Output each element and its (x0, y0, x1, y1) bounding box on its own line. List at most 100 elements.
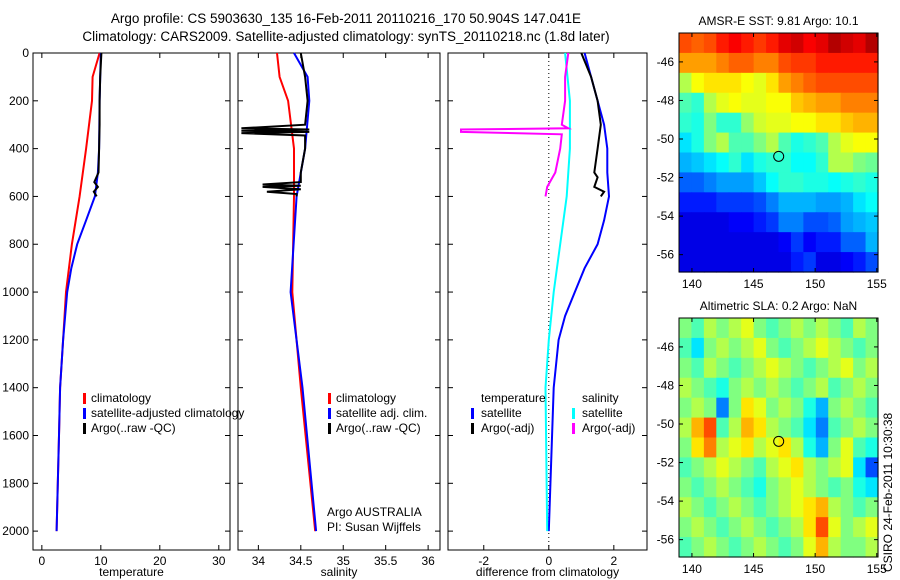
series-line-temperature-argo-adj- (580, 52, 606, 197)
map-cell (716, 52, 730, 74)
map-cell (703, 417, 717, 439)
map-cell (741, 52, 755, 74)
map-cell (778, 457, 792, 478)
series-line-climatology (55, 52, 101, 532)
map-cell (778, 337, 792, 359)
map-cell (840, 132, 854, 154)
map-cell (865, 112, 879, 134)
map-cell (741, 252, 755, 273)
map-cell (815, 72, 829, 94)
map-cell (766, 232, 780, 253)
map-cell (778, 517, 792, 538)
legend-swatch (328, 423, 331, 434)
map-cell (853, 232, 867, 253)
map-cell (790, 417, 804, 439)
map-cell (766, 72, 780, 94)
map-cell (728, 152, 742, 174)
map-cell (828, 537, 842, 558)
map-cell (766, 397, 780, 419)
map-cell (865, 252, 879, 273)
map-cell (679, 72, 693, 94)
map-cell (778, 132, 792, 154)
map-cell (828, 52, 842, 74)
map-cell (703, 232, 717, 253)
map-title: AMSR-E SST: 9.81 Argo: 10.1 (698, 14, 858, 28)
x-tick-label: 140 (682, 562, 702, 576)
map-cell (853, 92, 867, 114)
map-cell (753, 337, 767, 359)
map-cell (803, 377, 817, 399)
map-cell (840, 337, 854, 359)
map-cell (753, 112, 767, 134)
map-cell (840, 457, 854, 478)
map-cell (790, 172, 804, 193)
map-cell (741, 417, 755, 439)
y-tick-label: -48 (657, 378, 675, 392)
map-cell (865, 318, 879, 339)
map-cell (803, 212, 817, 233)
map-cell (865, 232, 879, 253)
map-cell (703, 497, 717, 518)
map-cell (679, 357, 693, 379)
map-cell (716, 377, 730, 399)
map-frame-sst_map (678, 32, 879, 273)
map-cell (716, 397, 730, 419)
map-cell (728, 517, 742, 538)
y-tick-label: 400 (9, 142, 29, 156)
y-tick-label: 200 (9, 94, 29, 108)
map-cell (766, 52, 780, 74)
map-cell (691, 318, 705, 339)
map-cell (865, 152, 879, 174)
map-cell (778, 318, 792, 339)
map-cell (865, 437, 879, 459)
plot-frame-difference (447, 52, 648, 551)
map-cell (679, 33, 693, 54)
legend-entry: Argo(..raw -QC) (91, 421, 176, 435)
series-line-argo-raw-qc- (241, 52, 310, 197)
map-cell (803, 497, 817, 518)
map-cell (703, 112, 717, 134)
map-cell (803, 437, 817, 459)
map-cell (741, 357, 755, 379)
map-cell (865, 497, 879, 518)
map-cell (790, 337, 804, 359)
map-cell (728, 132, 742, 154)
map-cell (803, 92, 817, 114)
map-cell (815, 172, 829, 193)
y-tick-label: 1400 (2, 381, 29, 395)
map-cell (741, 517, 755, 538)
map-cell (790, 212, 804, 233)
map-cell (703, 192, 717, 213)
map-cell (853, 318, 867, 339)
map-cell (766, 417, 780, 439)
map-cell (691, 517, 705, 538)
legend-swatch (83, 393, 86, 404)
figure-title-line1: Argo profile: CS 5903630_135 16-Feb-2011… (111, 11, 581, 26)
map-cell (679, 377, 693, 399)
map-cell (815, 417, 829, 439)
map-cell (853, 477, 867, 498)
x-tick-label: 10 (94, 554, 108, 568)
y-tick-label: 1000 (2, 285, 29, 299)
map-cell (815, 52, 829, 74)
y-tick-label: -54 (657, 494, 675, 508)
map-cell (778, 112, 792, 134)
map-cell (828, 132, 842, 154)
map-cell (815, 252, 829, 273)
map-cell (728, 437, 742, 459)
map-cell (753, 152, 767, 174)
map-cell (679, 132, 693, 154)
map-cell (679, 212, 693, 233)
y-tick-label: 2000 (2, 524, 29, 538)
x-tick-label: 20 (153, 554, 167, 568)
map-cell (691, 357, 705, 379)
map-cell (828, 152, 842, 174)
x-tick-label: -2 (478, 554, 489, 568)
map-cell (790, 72, 804, 94)
map-cell (840, 377, 854, 399)
map-cell (828, 92, 842, 114)
map-cell (703, 537, 717, 558)
map-cell (840, 33, 854, 54)
argo-position-marker (773, 435, 785, 447)
map-cell (716, 212, 730, 233)
